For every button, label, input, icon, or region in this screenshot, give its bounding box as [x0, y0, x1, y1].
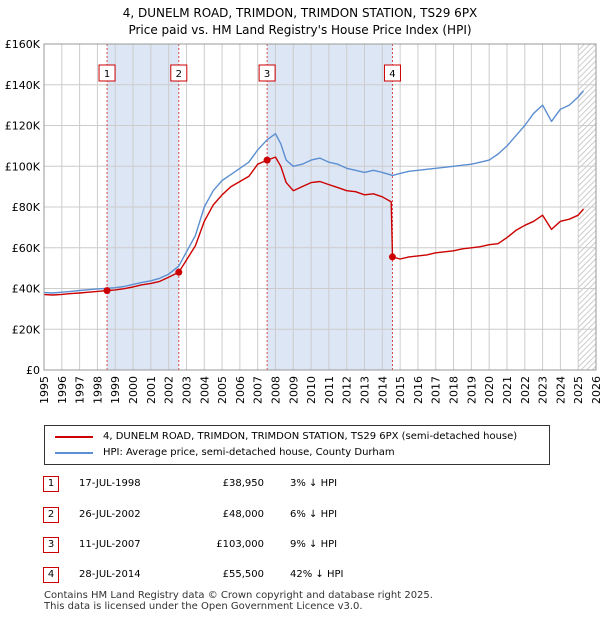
sale-date: 28-JUL-2014 — [79, 569, 141, 580]
sale-number-badge: 1 — [43, 476, 59, 492]
x-tick-label: 1996 — [56, 376, 69, 404]
x-tick-label: 1997 — [74, 376, 87, 404]
sale-number-badge: 3 — [43, 537, 59, 553]
sale-price: £55,500 — [222, 569, 264, 580]
legend-label-hpi: HPI: Average price, semi-detached house,… — [103, 447, 395, 458]
chart-title-line2: Price paid vs. HM Land Registry's House … — [128, 23, 472, 37]
sale-label-text: 2 — [176, 69, 182, 80]
sale-point — [103, 287, 111, 295]
sale-point — [388, 253, 396, 261]
sale-row-1: 1 17-JUL-1998 £38,950 3% ↓ HPI — [0, 476, 600, 496]
sale-number-badge: 2 — [43, 507, 59, 523]
y-tick-label: £100K — [5, 160, 41, 173]
legend-line-price-paid — [55, 435, 93, 438]
x-tick-label: 2024 — [554, 376, 567, 404]
price-chart: 1 2 3 4 £0 £20K £40K £60K £80K £100K £120K £140K £1… — [5, 38, 600, 404]
hpi-series-line — [43, 90, 585, 294]
sale-price: £38,950 — [222, 478, 264, 489]
x-tick-label: 2020 — [483, 376, 496, 404]
sale-date: 26-JUL-2002 — [79, 509, 141, 520]
footer-licence: This data is licensed under the Open Gov… — [44, 601, 363, 612]
sale-label-box — [98, 64, 116, 82]
sale-label-text: 4 — [389, 69, 395, 80]
y-tick-label: £0 — [26, 364, 40, 377]
sale-price: £48,000 — [222, 509, 264, 520]
price-paid-series-line — [43, 156, 585, 296]
x-tick-label: 2006 — [234, 376, 247, 404]
sale-price: £103,000 — [216, 539, 264, 550]
sale-label-text: 1 — [104, 69, 110, 80]
sale-hpi-diff: 9% ↓ HPI — [290, 539, 338, 550]
legend-item-price-paid: 4, DUNELM ROAD, TRIMDON, TRIMDON STATION… — [55, 431, 517, 442]
x-tick-label: 2007 — [252, 376, 265, 404]
x-tick-label: 2021 — [501, 376, 514, 404]
y-tick-label: £80K — [12, 201, 41, 214]
sale-number-badge: 4 — [43, 567, 59, 583]
sale-hpi-diff: 3% ↓ HPI — [290, 478, 338, 489]
x-tick-label: 2022 — [519, 376, 532, 404]
x-tick-label: 2026 — [590, 376, 600, 404]
x-tick-label: 2012 — [341, 376, 354, 404]
footer-copyright: Contains HM Land Registry data © Crown c… — [44, 590, 433, 601]
sale-label-box — [383, 64, 401, 82]
sale-label-box — [170, 64, 188, 82]
x-tick-label: 2011 — [323, 376, 336, 404]
x-tick-label: 2009 — [287, 376, 300, 404]
x-tick-label: 1995 — [38, 376, 51, 404]
x-tick-label: 2023 — [537, 376, 550, 404]
x-tick-label: 2019 — [465, 376, 478, 404]
y-tick-label: £40K — [12, 283, 41, 296]
y-tick-label: £60K — [12, 242, 41, 255]
y-tick-label: £120K — [5, 120, 41, 133]
x-tick-label: 2005 — [216, 376, 229, 404]
x-tick-label: 2013 — [359, 376, 372, 404]
x-tick-label: 2016 — [412, 376, 425, 404]
x-tick-label: 2002 — [163, 376, 176, 404]
y-tick-label: £20K — [12, 323, 41, 336]
x-tick-label: 1998 — [91, 376, 104, 404]
sale-row-3: 3 11-JUL-2007 £103,000 9% ↓ HPI — [0, 537, 600, 557]
x-tick-label: 2010 — [305, 376, 318, 404]
x-tick-label: 2018 — [448, 376, 461, 404]
sale-date: 17-JUL-1998 — [79, 478, 141, 489]
x-tick-label: 2015 — [394, 376, 407, 404]
legend-item-hpi: HPI: Average price, semi-detached house,… — [55, 447, 395, 458]
sale-point — [175, 268, 183, 276]
chart-title-line1: 4, DUNELM ROAD, TRIMDON, TRIMDON STATION… — [122, 6, 478, 20]
x-tick-label: 2017 — [430, 376, 443, 404]
legend-label-price-paid: 4, DUNELM ROAD, TRIMDON, TRIMDON STATION… — [103, 431, 518, 442]
sale-hpi-diff: 6% ↓ HPI — [290, 509, 338, 520]
y-tick-label: £140K — [5, 79, 41, 92]
x-tick-label: 2008 — [269, 376, 282, 404]
sale-point — [263, 156, 271, 164]
chart-legend: 4, DUNELM ROAD, TRIMDON, TRIMDON STATION… — [44, 425, 550, 465]
sale-row-4: 4 28-JUL-2014 £55,500 42% ↓ HPI — [0, 567, 600, 587]
x-tick-label: 2025 — [572, 376, 585, 404]
sale-label-text: 3 — [264, 69, 270, 80]
x-tick-label: 2014 — [376, 376, 389, 404]
x-tick-label: 2001 — [145, 376, 158, 404]
x-tick-label: 2000 — [127, 376, 140, 404]
y-tick-label: £160K — [5, 38, 41, 51]
x-tick-label: 2003 — [180, 376, 193, 404]
x-tick-label: 2004 — [198, 376, 211, 404]
sale-date: 11-JUL-2007 — [79, 539, 141, 550]
sale-row-2: 2 26-JUL-2002 £48,000 6% ↓ HPI — [0, 507, 600, 527]
sale-hpi-diff: 42% ↓ HPI — [290, 569, 344, 580]
x-tick-label: 1999 — [109, 376, 122, 404]
plot-frame — [43, 43, 597, 371]
legend-line-hpi — [55, 451, 93, 454]
sale-label-box — [258, 64, 276, 82]
